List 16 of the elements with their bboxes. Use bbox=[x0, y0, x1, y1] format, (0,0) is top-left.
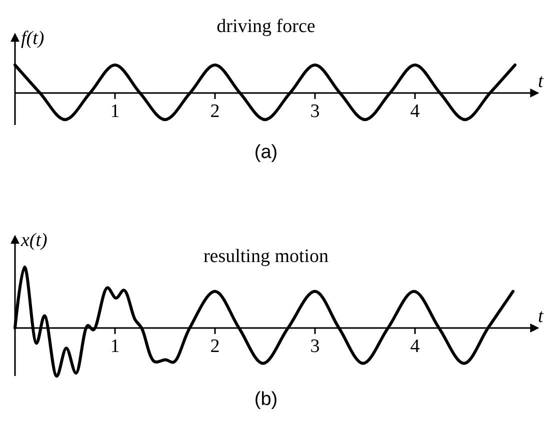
x-tick-label: 1 bbox=[110, 101, 120, 122]
x-axis-title: t bbox=[538, 71, 544, 92]
y-axis-title: f(t) bbox=[21, 28, 44, 49]
text: (a) bbox=[254, 142, 278, 163]
chart-title: driving force bbox=[216, 16, 316, 37]
x-tick-label: 2 bbox=[210, 101, 220, 122]
x-axis-title: t bbox=[538, 306, 544, 327]
y-axis-title: x(t) bbox=[20, 230, 48, 251]
x-tick-label: 1 bbox=[110, 336, 120, 357]
x-tick-label: 4 bbox=[410, 336, 420, 357]
text: (b) bbox=[254, 389, 278, 410]
x-tick-label: 4 bbox=[410, 101, 420, 122]
chart-title: resulting motion bbox=[203, 246, 330, 267]
x-tick-label: 3 bbox=[310, 101, 320, 122]
x-tick-label: 2 bbox=[210, 336, 220, 357]
x-tick-label: 3 bbox=[310, 336, 320, 357]
